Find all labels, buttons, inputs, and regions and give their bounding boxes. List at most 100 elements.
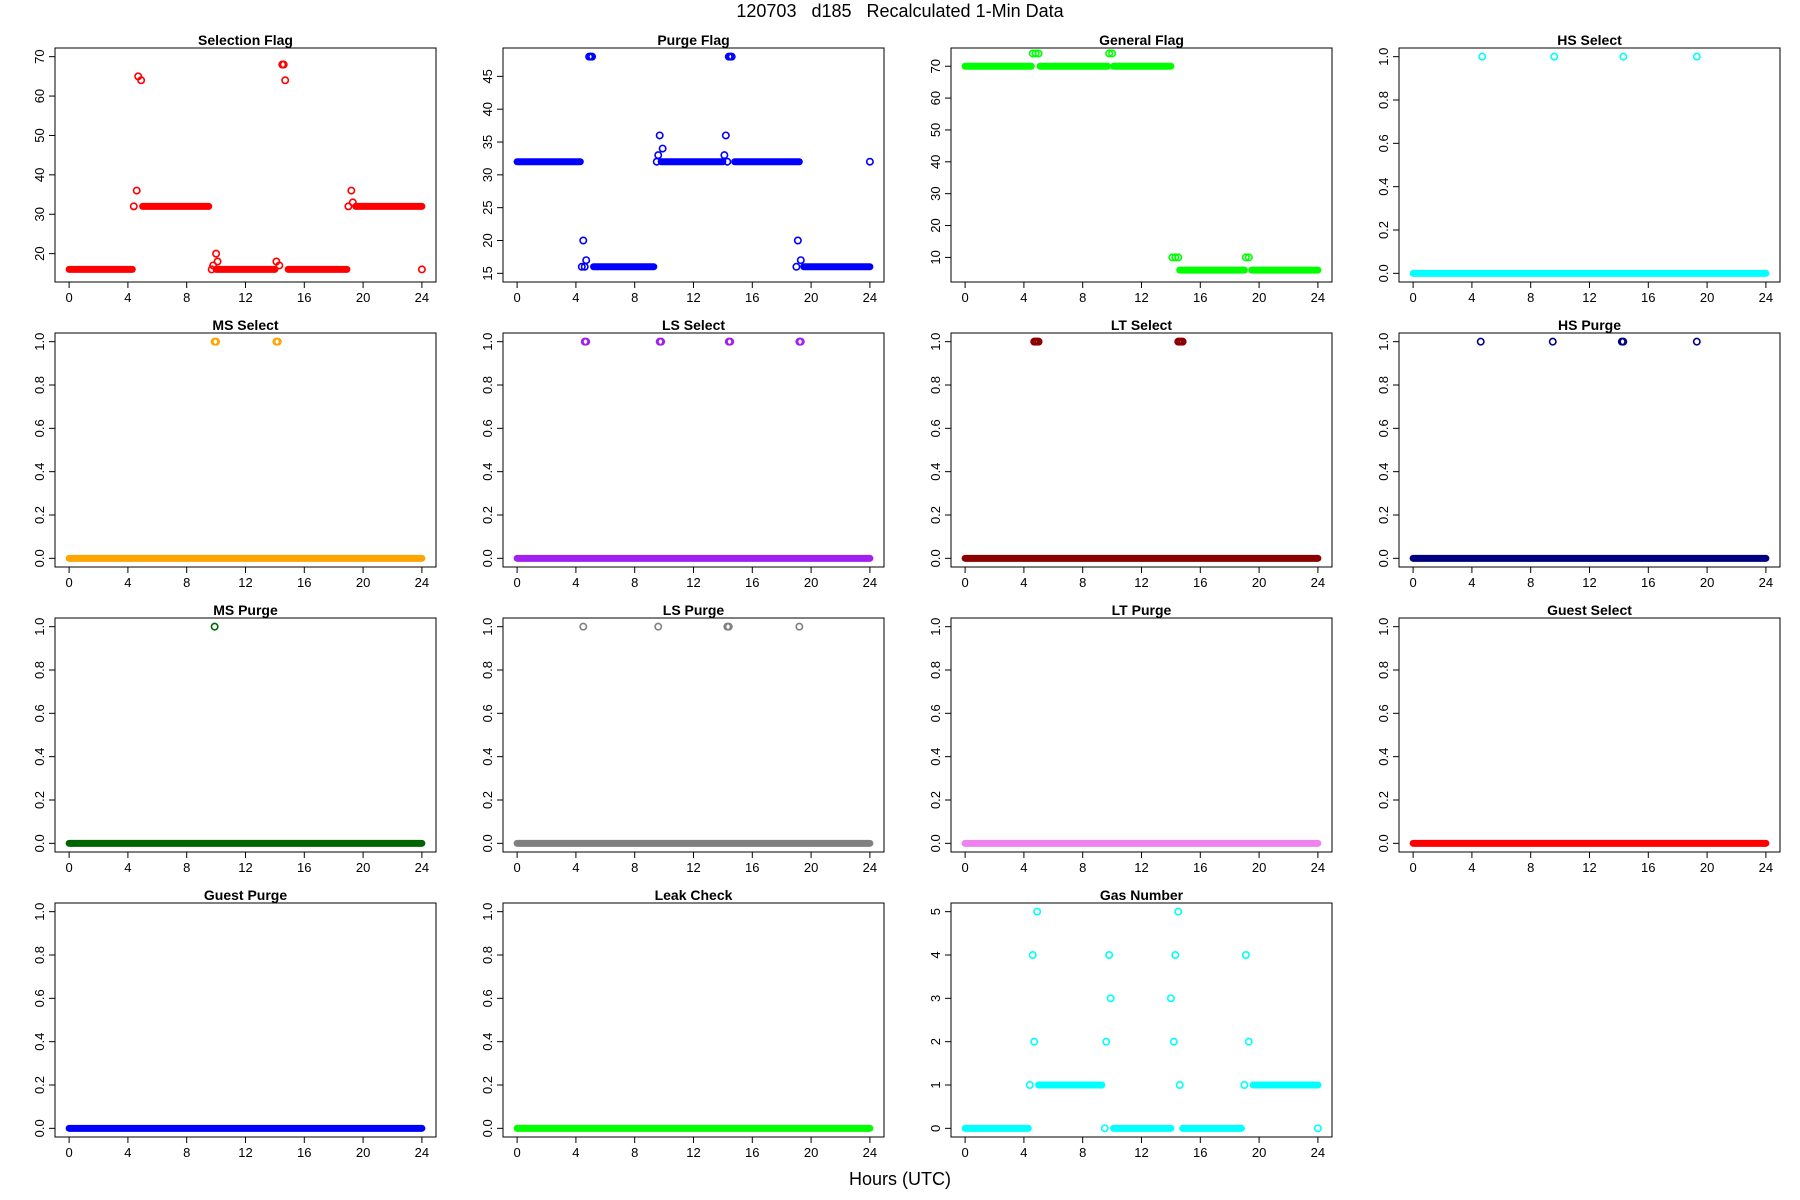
data-point <box>1244 253 1253 262</box>
y-tick-label: 0.4 <box>32 748 47 766</box>
data-point <box>1100 1124 1109 1133</box>
y-tick-label: 60 <box>928 91 943 105</box>
data-point <box>279 60 288 69</box>
data-point <box>654 622 663 631</box>
panel-title: MS Purge <box>213 602 278 618</box>
x-tick-label: 16 <box>1641 290 1655 305</box>
x-tick-label: 16 <box>1193 1145 1207 1160</box>
y-tick-label: 45 <box>480 69 495 83</box>
x-tick-label: 24 <box>863 575 877 590</box>
data-point <box>726 337 735 346</box>
y-tick-label: 40 <box>32 168 47 182</box>
x-tick-label: 20 <box>1252 1145 1266 1160</box>
y-tick-label: 0.4 <box>928 463 943 481</box>
plot-frame <box>54 47 437 283</box>
x-tick-label: 4 <box>1468 860 1475 875</box>
x-tick-label: 4 <box>572 860 579 875</box>
x-axis: 0 4 8 12 16 20 24 <box>513 851 877 875</box>
panel-guest-select: Guest Select 0 4 8 12 16 20 24 0.0 0.2 0.4 0.6 0.8 1.… <box>1376 602 1781 875</box>
x-tick-label: 12 <box>1134 1145 1148 1160</box>
plot-frame <box>950 902 1333 1138</box>
y-tick-label: 1.0 <box>928 618 943 636</box>
y-tick-label: 70 <box>32 49 47 63</box>
x-axis: 0 4 8 12 16 20 24 <box>513 1136 877 1160</box>
x-tick-label: 16 <box>745 1145 759 1160</box>
y-tick-label: 30 <box>32 207 47 221</box>
data-point <box>347 186 356 195</box>
panel-hs-purge: HS Purge 0 4 8 12 16 20 24 0.0 0.2 0.4 0.6 0.8 1.0 <box>1376 317 1781 590</box>
data-point <box>1175 1081 1184 1090</box>
y-tick-label: 0.4 <box>928 748 943 766</box>
data-point <box>212 249 221 258</box>
data-point <box>1171 253 1180 262</box>
y-tick-label: 1.0 <box>928 333 943 351</box>
data-point <box>1105 49 1114 58</box>
x-tick-label: 4 <box>1020 575 1027 590</box>
x-tick-label: 24 <box>863 290 877 305</box>
data-point <box>417 265 426 274</box>
data-runs <box>513 158 874 271</box>
x-tick-label: 24 <box>1311 1145 1325 1160</box>
plot-frame <box>54 332 437 568</box>
data-point <box>1241 950 1250 959</box>
x-tick-label: 12 <box>686 1145 700 1160</box>
data-point <box>721 131 730 140</box>
y-tick-label: 1.0 <box>32 903 47 921</box>
x-tick-label: 8 <box>183 860 190 875</box>
x-tick-label: 12 <box>1134 575 1148 590</box>
x-tick-label: 16 <box>745 290 759 305</box>
data-point <box>1102 1037 1111 1046</box>
x-tick-label: 20 <box>804 1145 818 1160</box>
x-tick-label: 4 <box>1468 290 1475 305</box>
data-point <box>724 622 733 631</box>
data-point <box>132 186 141 195</box>
data-point <box>588 52 597 61</box>
x-tick-label: 4 <box>1020 1145 1027 1160</box>
y-tick-label: 0.0 <box>928 549 943 567</box>
y-tick-label: 0.4 <box>1376 748 1391 766</box>
x-tick-label: 12 <box>1582 575 1596 590</box>
y-tick-label: 0.2 <box>1376 791 1391 809</box>
y-tick-label: 0.4 <box>32 463 47 481</box>
data-point <box>1550 52 1559 61</box>
data-points <box>210 622 219 631</box>
y-tick-label: 0.2 <box>32 506 47 524</box>
data-point <box>792 262 801 271</box>
y-axis: 0.0 0.2 0.4 0.6 0.8 1.0 <box>480 333 504 567</box>
y-tick-label: 0.6 <box>32 419 47 437</box>
x-axis: 0 4 8 12 16 20 24 <box>1409 851 1773 875</box>
x-axis: 0 4 8 12 16 20 24 <box>65 851 429 875</box>
data-points <box>1028 49 1253 262</box>
x-tick-label: 0 <box>65 575 72 590</box>
x-tick-label: 24 <box>415 1145 429 1160</box>
panel-ls-purge: LS Purge 0 4 8 12 16 20 24 0.0 0.2 0.4 0.6 0.8 1.0 <box>480 602 885 875</box>
x-tick-label: 12 <box>238 1145 252 1160</box>
y-axis: 10 20 30 40 50 60 70 <box>928 59 952 265</box>
y-axis: 0.0 0.2 0.4 0.6 0.8 1.0 <box>32 618 56 852</box>
data-runs <box>961 1081 1322 1132</box>
data-point <box>657 337 666 346</box>
panel-leak-check: Leak Check 0 4 8 12 16 20 24 0.0 0.2 0.4 0.6 0.8 1.0 <box>480 887 885 1160</box>
y-tick-label: 30 <box>928 186 943 200</box>
x-tick-label: 4 <box>1020 290 1027 305</box>
data-point <box>720 151 729 160</box>
data-points <box>1030 337 1187 346</box>
x-tick-label: 8 <box>1527 860 1534 875</box>
y-tick-label: 0.2 <box>1376 506 1391 524</box>
x-axis: 0 4 8 12 16 20 24 <box>961 851 1325 875</box>
data-point <box>1031 49 1040 58</box>
y-tick-label: 0.6 <box>1376 419 1391 437</box>
y-axis: 0.0 0.2 0.4 0.6 0.8 1.0 <box>928 333 952 567</box>
y-tick-label: 0.0 <box>480 549 495 567</box>
x-tick-label: 24 <box>415 860 429 875</box>
x-tick-label: 0 <box>961 1145 968 1160</box>
data-point <box>1619 52 1628 61</box>
y-tick-label: 0.4 <box>1376 178 1391 196</box>
data-runs <box>961 62 1322 274</box>
panel-general-flag: General Flag 0 4 8 12 16 20 24 10 20 30 40 50 60 70 <box>928 32 1333 305</box>
panel-title: Purge Flag <box>657 32 729 48</box>
x-tick-label: 24 <box>863 1145 877 1160</box>
y-tick-label: 0.2 <box>480 506 495 524</box>
